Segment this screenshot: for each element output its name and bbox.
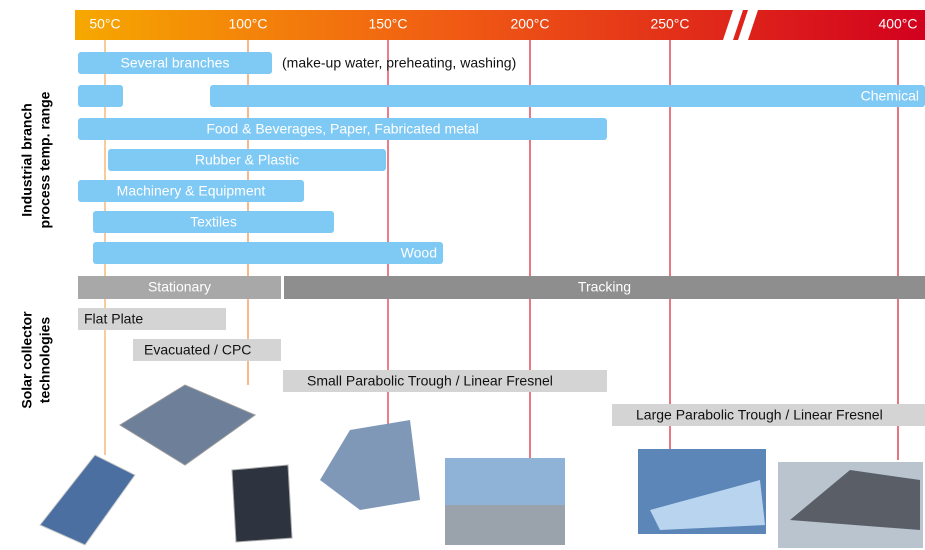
technology-bar: [78, 308, 226, 330]
branch-label: Textiles: [190, 214, 237, 230]
branch-bar: [78, 52, 272, 74]
technology-label: Small Parabolic Trough / Linear Fresnel: [307, 373, 553, 389]
temperature-label: 250°C: [650, 16, 689, 32]
side-label: Industrial branch: [19, 103, 35, 217]
collector-group-label: Tracking: [578, 279, 631, 295]
branch-label: Rubber & Plastic: [195, 152, 299, 168]
branch-label: Wood: [401, 245, 437, 261]
branch-bar: [78, 118, 607, 140]
temperature-label: 400°C: [878, 16, 917, 32]
branch-bar: [108, 149, 386, 171]
branch-label: Machinery & Equipment: [117, 183, 266, 199]
collector-group: [284, 276, 925, 299]
temperature-header: [75, 10, 925, 40]
side-label: Solar collector: [19, 311, 35, 409]
branch-bar: [78, 180, 304, 202]
technology-label: Large Parabolic Trough / Linear Fresnel: [636, 407, 883, 423]
axis-break: [723, 10, 743, 40]
branch-label: Food & Beverages, Paper, Fabricated meta…: [206, 121, 478, 137]
collector-group-label: Stationary: [148, 279, 211, 295]
technology-bar: [283, 370, 607, 392]
temperature-label: 100°C: [228, 16, 267, 32]
temperature-label: 200°C: [510, 16, 549, 32]
technology-label: Evacuated / CPC: [144, 342, 251, 358]
temperature-label: 150°C: [368, 16, 407, 32]
technology-bar: [612, 404, 925, 426]
axis-break: [738, 10, 758, 40]
branch-bar: [93, 242, 443, 264]
temperature-label: 50°C: [89, 16, 120, 32]
branch-bar: [210, 85, 925, 107]
side-label: process temp. range: [37, 91, 53, 228]
branch-bar: [93, 211, 334, 233]
branch-note: (make-up water, preheating, washing): [282, 55, 516, 71]
side-label: technologies: [37, 317, 53, 404]
collector-group: [78, 276, 281, 299]
branch-label: Chemical: [861, 88, 919, 104]
technology-bar: [133, 339, 281, 361]
branch-label: Several branches: [121, 55, 230, 71]
technology-label: Flat Plate: [84, 311, 143, 327]
branch-bar: [78, 85, 123, 107]
photos: [39, 384, 923, 548]
